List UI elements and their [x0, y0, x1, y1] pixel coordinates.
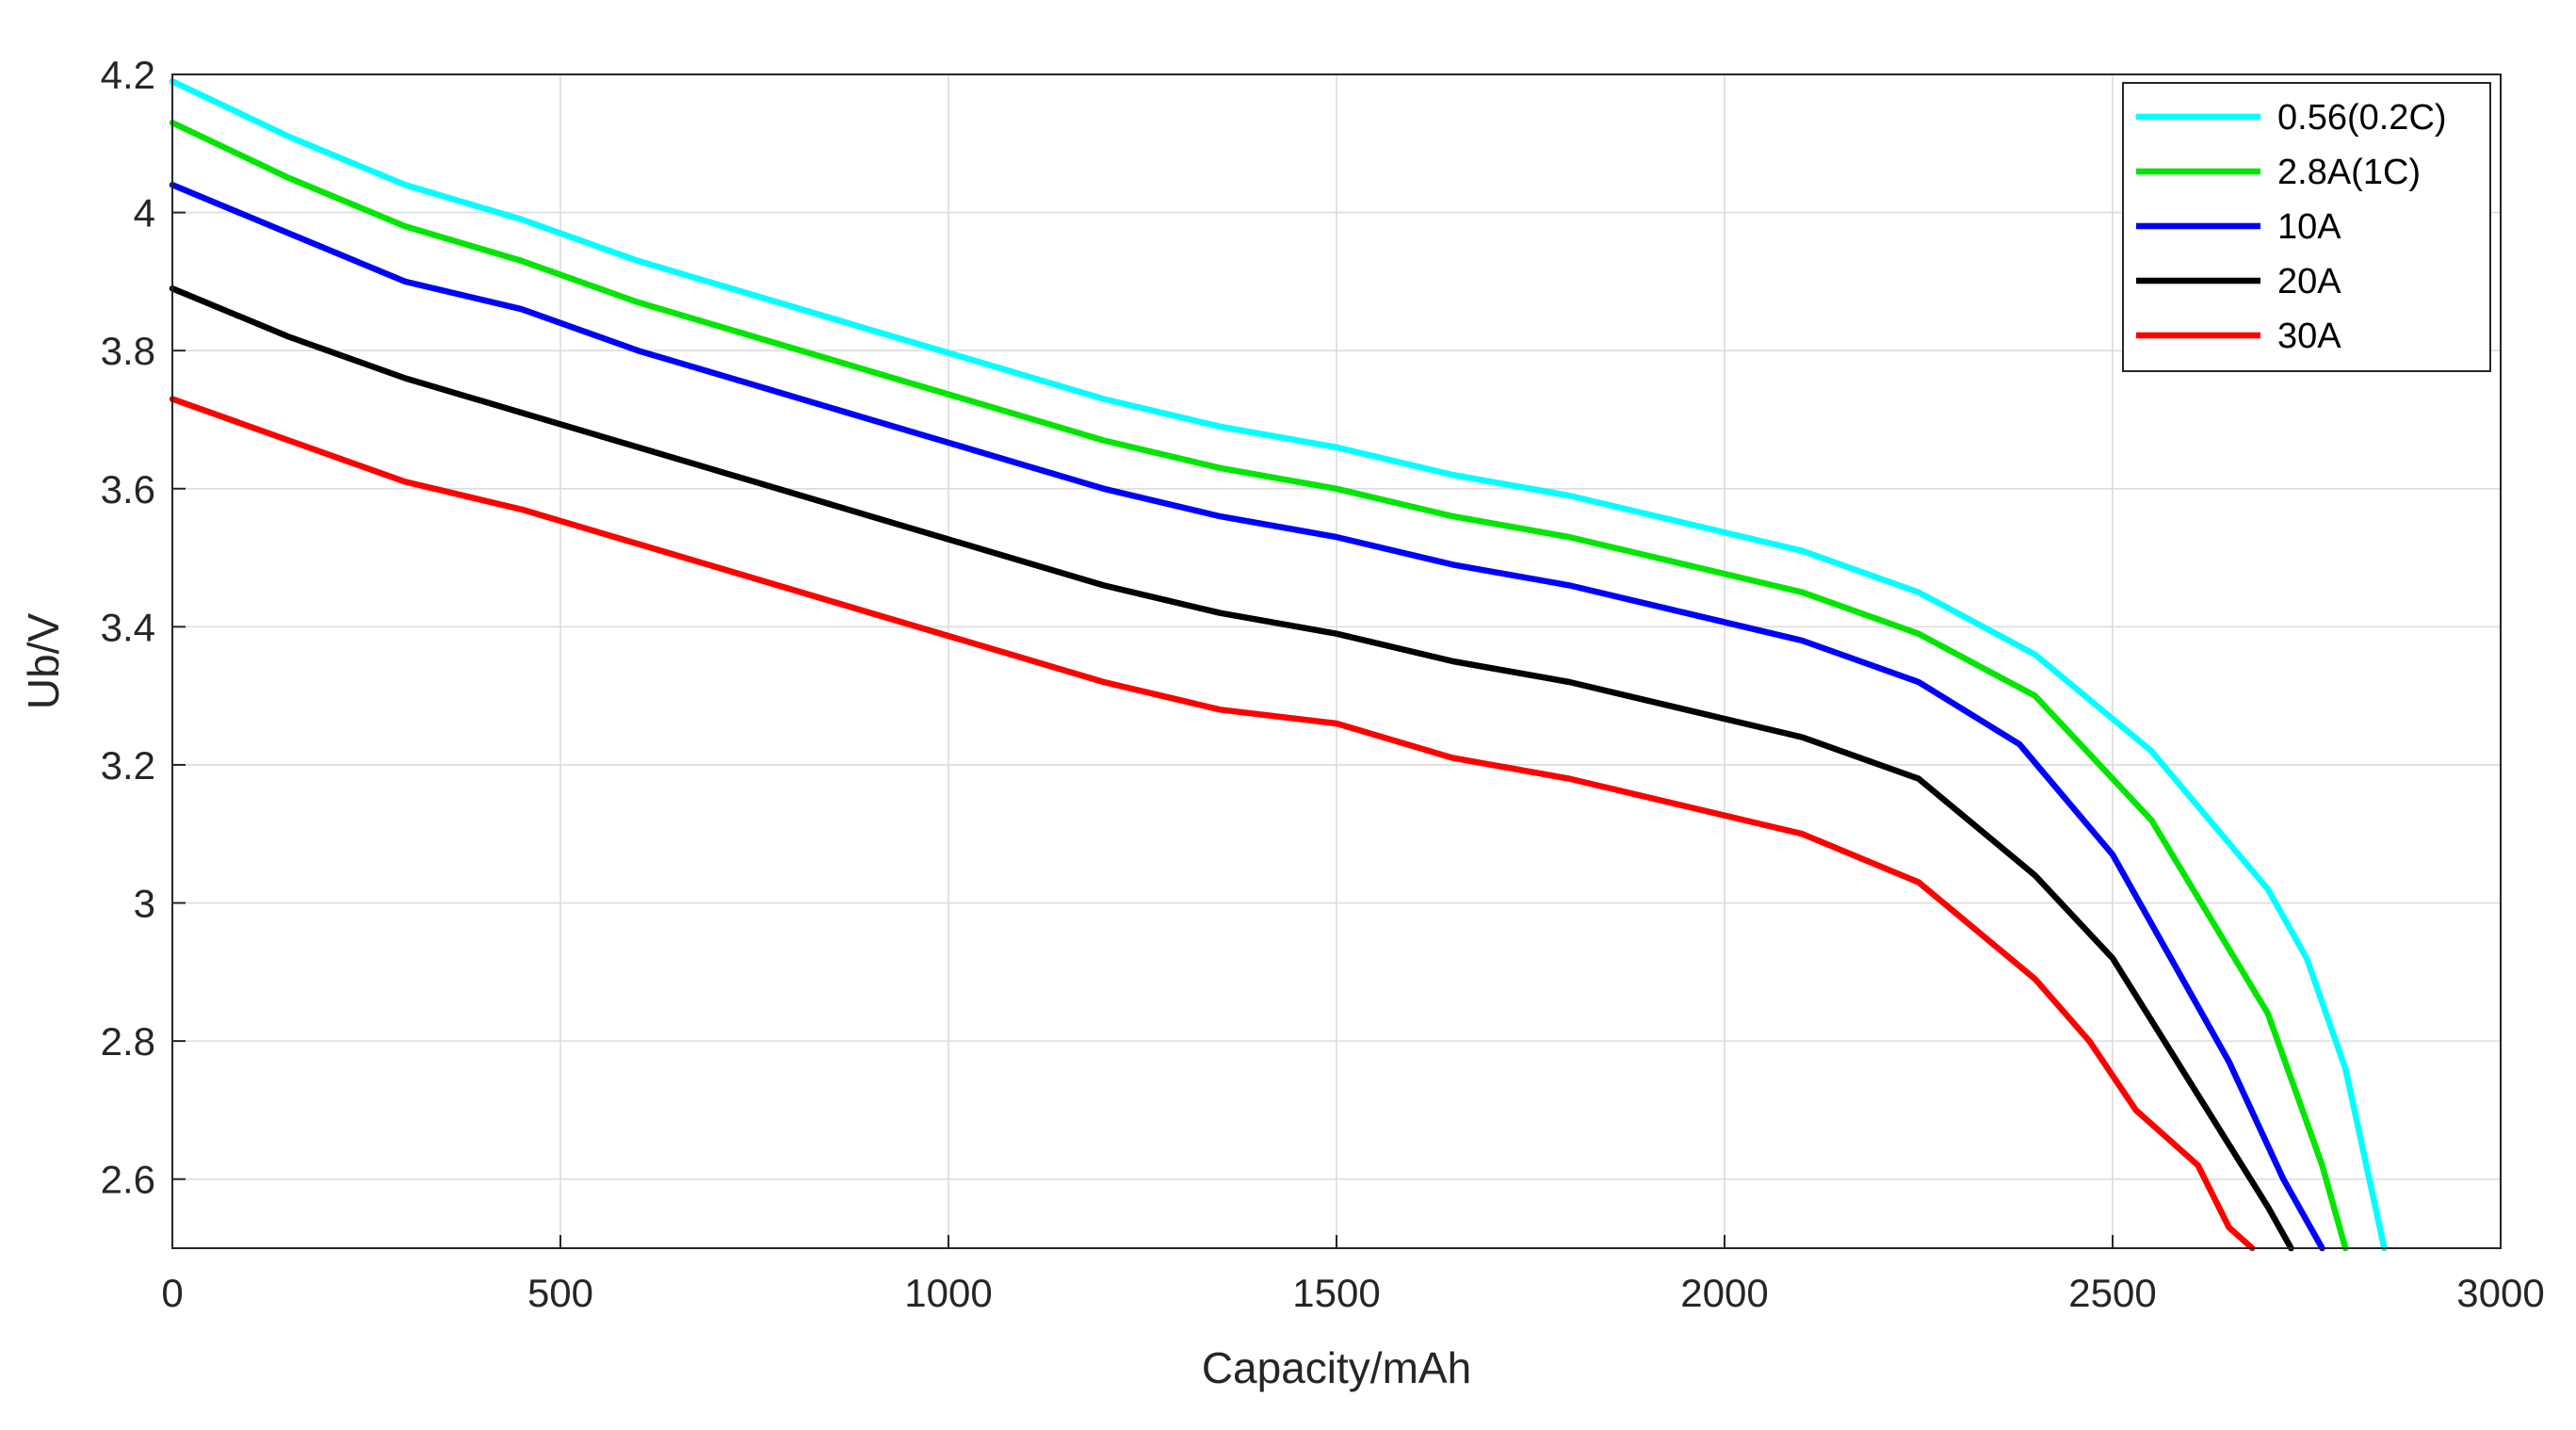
legend-label: 30A — [2277, 317, 2341, 356]
y-tick-label: 4 — [134, 191, 155, 236]
y-tick-label: 3.8 — [101, 329, 155, 373]
legend: 0.56(0.2C) 2.8A(1C) 10A 20A 30A — [2122, 82, 2491, 372]
x-tick-label: 3000 — [2456, 1271, 2544, 1315]
legend-label: 10A — [2277, 207, 2341, 247]
y-tick-label: 3 — [134, 882, 155, 926]
series-line-30a — [169, 396, 2256, 1252]
x-axis: 0 500 1000 1500 2000 2500 3000 — [161, 1235, 2545, 1315]
x-tick-label: 500 — [527, 1271, 593, 1315]
legend-label: 0.56(0.2C) — [2277, 98, 2447, 138]
series-line-20a — [169, 284, 2294, 1252]
x-tick-label: 1500 — [1292, 1271, 1380, 1315]
series-line-0-56-0-2c — [169, 78, 2388, 1252]
legend-label: 2.8A(1C) — [2277, 153, 2421, 192]
y-tick-label: 3.6 — [101, 467, 155, 512]
series-line-10a — [169, 182, 2325, 1252]
y-tick-label: 3.4 — [101, 605, 155, 649]
x-tick-label: 0 — [161, 1271, 183, 1315]
y-axis-label: Ub/V — [19, 613, 68, 710]
y-axis: 2.6 2.8 3 3.2 3.4 3.6 3.8 4 4.2 — [101, 53, 186, 1202]
x-tick-label: 1000 — [904, 1271, 992, 1315]
series-group — [169, 78, 2388, 1252]
y-tick-label: 3.2 — [101, 743, 155, 788]
y-tick-label: 2.6 — [101, 1158, 155, 1202]
series-line-2-8a-1c — [169, 120, 2349, 1252]
legend-label: 20A — [2277, 262, 2341, 301]
x-tick-label: 2500 — [2068, 1271, 2156, 1315]
x-tick-label: 2000 — [1680, 1271, 1768, 1315]
x-axis-label: Capacity/mAh — [1202, 1343, 1471, 1392]
y-tick-label: 4.2 — [101, 53, 155, 97]
y-tick-label: 2.8 — [101, 1019, 155, 1064]
grid — [171, 73, 2502, 1248]
